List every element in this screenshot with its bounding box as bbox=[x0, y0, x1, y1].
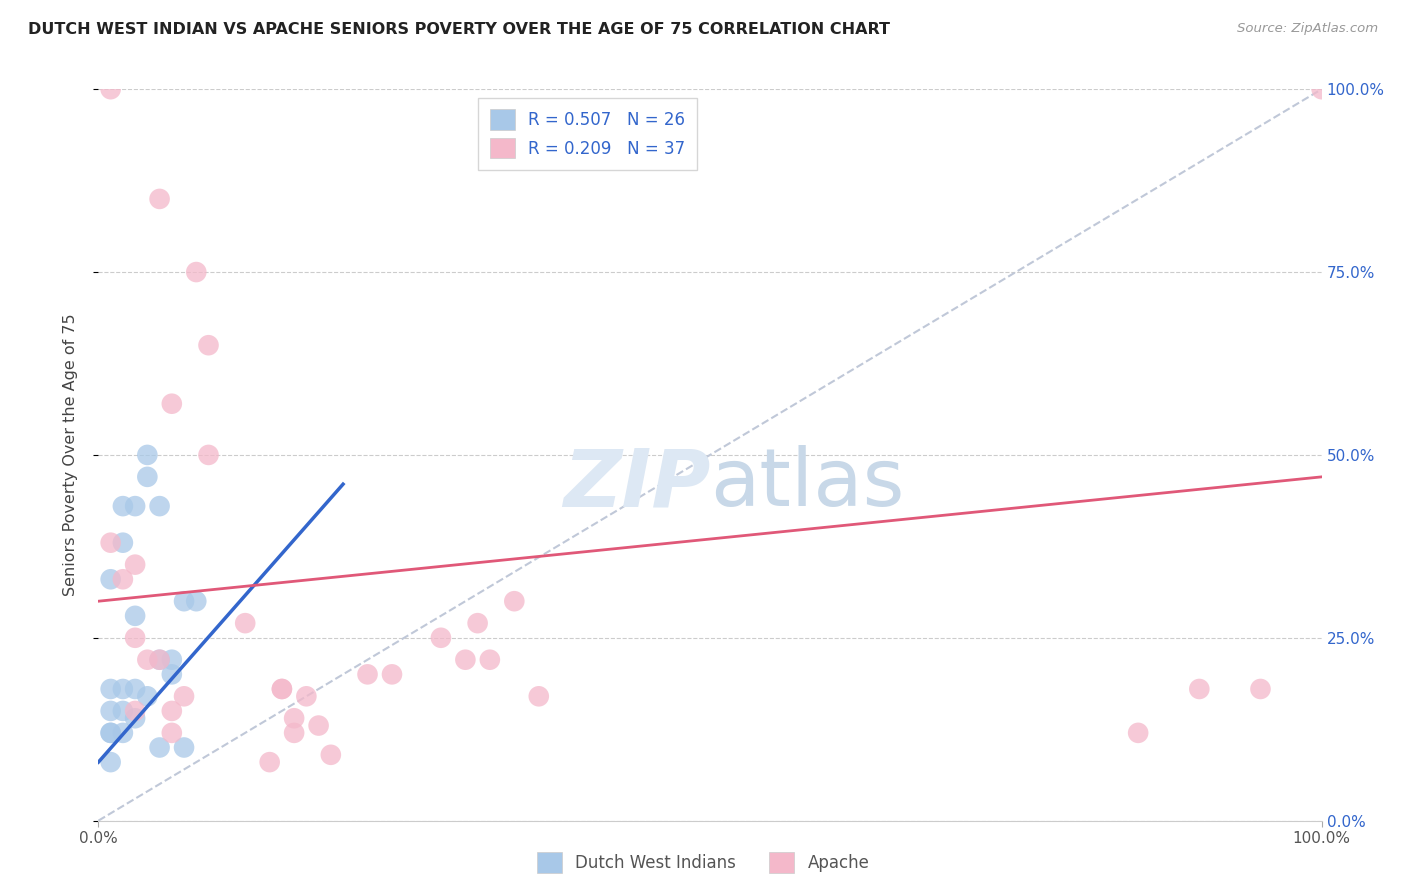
Point bbox=[100, 82, 122, 96]
Point bbox=[160, 726, 183, 740]
Point bbox=[100, 726, 122, 740]
Point bbox=[1128, 726, 1150, 740]
Point bbox=[503, 594, 526, 608]
Point bbox=[149, 653, 172, 667]
Legend: Dutch West Indians, Apache: Dutch West Indians, Apache bbox=[530, 846, 876, 880]
Point bbox=[478, 653, 501, 667]
Point bbox=[1250, 681, 1272, 696]
Point bbox=[136, 653, 159, 667]
Point bbox=[100, 726, 122, 740]
Point bbox=[283, 711, 305, 725]
Point bbox=[319, 747, 342, 762]
Point bbox=[527, 690, 550, 704]
Point bbox=[136, 470, 159, 484]
Point bbox=[149, 499, 172, 513]
Point bbox=[197, 448, 219, 462]
Point bbox=[160, 397, 183, 411]
Point bbox=[186, 594, 208, 608]
Point bbox=[173, 690, 195, 704]
Point bbox=[308, 718, 330, 732]
Point bbox=[1310, 82, 1333, 96]
Point bbox=[160, 704, 183, 718]
Point bbox=[124, 499, 146, 513]
Point bbox=[124, 681, 146, 696]
Point bbox=[160, 667, 183, 681]
Point bbox=[467, 616, 489, 631]
Point bbox=[270, 681, 294, 696]
Point bbox=[100, 704, 122, 718]
Point bbox=[149, 740, 172, 755]
Point bbox=[270, 681, 294, 696]
Point bbox=[124, 558, 146, 572]
Point bbox=[295, 690, 318, 704]
Point bbox=[173, 740, 195, 755]
Point bbox=[111, 535, 134, 549]
Point bbox=[173, 594, 195, 608]
Text: Source: ZipAtlas.com: Source: ZipAtlas.com bbox=[1237, 22, 1378, 36]
Point bbox=[100, 535, 122, 549]
Point bbox=[124, 608, 146, 623]
Point bbox=[430, 631, 453, 645]
Point bbox=[197, 338, 219, 352]
Point bbox=[356, 667, 378, 681]
Point bbox=[111, 572, 134, 586]
Point bbox=[186, 265, 208, 279]
Point bbox=[111, 681, 134, 696]
Point bbox=[100, 681, 122, 696]
Point bbox=[111, 704, 134, 718]
Point bbox=[136, 448, 159, 462]
Point bbox=[124, 631, 146, 645]
Text: DUTCH WEST INDIAN VS APACHE SENIORS POVERTY OVER THE AGE OF 75 CORRELATION CHART: DUTCH WEST INDIAN VS APACHE SENIORS POVE… bbox=[28, 22, 890, 37]
Text: ZIP: ZIP bbox=[562, 445, 710, 524]
Point bbox=[136, 690, 159, 704]
Point bbox=[381, 667, 404, 681]
Point bbox=[100, 755, 122, 769]
Point bbox=[1188, 681, 1211, 696]
Point bbox=[454, 653, 477, 667]
Point bbox=[233, 616, 256, 631]
Point bbox=[111, 499, 134, 513]
Point bbox=[283, 726, 305, 740]
Point bbox=[111, 726, 134, 740]
Point bbox=[124, 711, 146, 725]
Legend: R = 0.507   N = 26, R = 0.209   N = 37: R = 0.507 N = 26, R = 0.209 N = 37 bbox=[478, 97, 697, 169]
Point bbox=[149, 192, 172, 206]
Point bbox=[149, 653, 172, 667]
Point bbox=[100, 572, 122, 586]
Y-axis label: Seniors Poverty Over the Age of 75: Seniors Poverty Over the Age of 75 bbox=[63, 314, 77, 596]
Point bbox=[259, 755, 281, 769]
Point bbox=[124, 704, 146, 718]
Text: atlas: atlas bbox=[710, 445, 904, 524]
Point bbox=[160, 653, 183, 667]
